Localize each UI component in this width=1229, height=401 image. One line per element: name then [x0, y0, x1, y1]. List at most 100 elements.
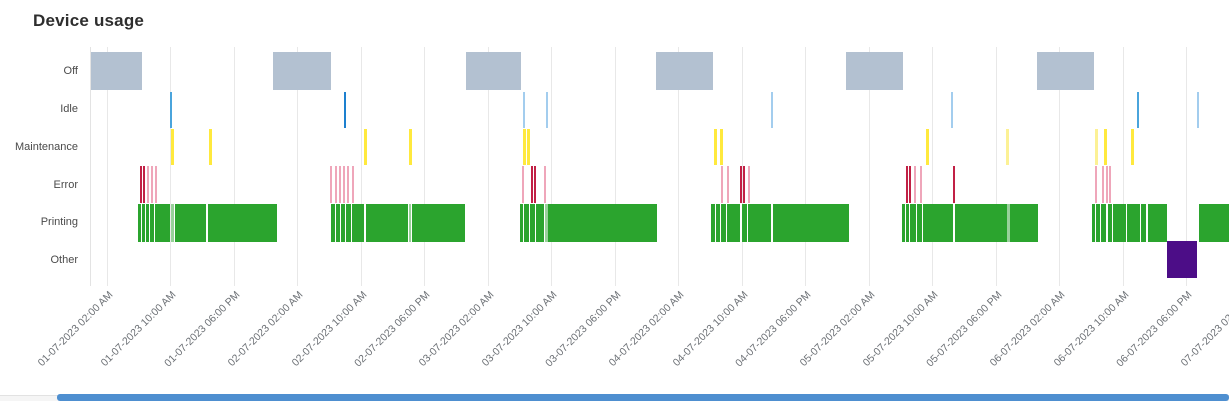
- error-mark[interactable]: [740, 166, 742, 203]
- off-bar[interactable]: [466, 52, 521, 90]
- printing-bar[interactable]: [146, 204, 149, 242]
- printing-bar[interactable]: [917, 204, 922, 242]
- error-mark[interactable]: [1106, 166, 1108, 203]
- maintenance-mark[interactable]: [522, 129, 526, 165]
- error-mark[interactable]: [343, 166, 345, 203]
- maintenance-mark[interactable]: [363, 129, 367, 165]
- printing-bar[interactable]: [524, 204, 529, 242]
- maintenance-mark[interactable]: [408, 129, 412, 165]
- error-mark[interactable]: [534, 166, 536, 203]
- printing-bar[interactable]: [352, 204, 364, 242]
- error-mark[interactable]: [544, 166, 546, 203]
- error-mark[interactable]: [721, 166, 723, 203]
- error-mark[interactable]: [743, 166, 745, 203]
- off-bar[interactable]: [273, 52, 331, 90]
- error-mark[interactable]: [1109, 166, 1111, 203]
- maintenance-mark[interactable]: [1006, 129, 1010, 165]
- printing-bar[interactable]: [346, 204, 351, 242]
- error-mark[interactable]: [1095, 166, 1097, 203]
- error-mark[interactable]: [909, 166, 911, 203]
- error-mark[interactable]: [522, 166, 524, 203]
- printing-bar[interactable]: [409, 204, 411, 242]
- printing-bar[interactable]: [520, 204, 523, 242]
- printing-bar[interactable]: [711, 204, 715, 242]
- maintenance-mark[interactable]: [208, 129, 212, 165]
- printing-bar[interactable]: [716, 204, 720, 242]
- printing-bar[interactable]: [366, 204, 408, 242]
- printing-bar[interactable]: [742, 204, 747, 242]
- error-mark[interactable]: [347, 166, 349, 203]
- error-mark[interactable]: [914, 166, 916, 203]
- printing-bar[interactable]: [906, 204, 909, 242]
- maintenance-mark[interactable]: [526, 129, 530, 165]
- printing-bar[interactable]: [208, 204, 277, 242]
- error-mark[interactable]: [147, 166, 149, 203]
- maintenance-mark[interactable]: [170, 129, 174, 165]
- maintenance-mark[interactable]: [713, 129, 717, 165]
- error-mark[interactable]: [352, 166, 354, 203]
- printing-bar[interactable]: [748, 204, 771, 242]
- maintenance-mark[interactable]: [719, 129, 723, 165]
- printing-bar[interactable]: [1127, 204, 1140, 242]
- off-bar[interactable]: [846, 52, 903, 90]
- printing-bar[interactable]: [1101, 204, 1106, 242]
- error-mark[interactable]: [143, 166, 145, 203]
- error-mark[interactable]: [330, 166, 332, 203]
- printing-bar[interactable]: [1010, 204, 1038, 242]
- printing-bar[interactable]: [721, 204, 726, 242]
- maintenance-mark[interactable]: [1130, 129, 1134, 165]
- error-mark[interactable]: [1102, 166, 1104, 203]
- error-mark[interactable]: [727, 166, 729, 203]
- printing-bar[interactable]: [1092, 204, 1095, 242]
- printing-bar[interactable]: [955, 204, 1007, 242]
- printing-bar[interactable]: [1007, 204, 1010, 242]
- printing-bar[interactable]: [1113, 204, 1126, 242]
- idle-mark[interactable]: [950, 92, 954, 128]
- printing-bar[interactable]: [923, 204, 953, 242]
- maintenance-mark[interactable]: [1094, 129, 1098, 165]
- printing-bar[interactable]: [727, 204, 740, 242]
- printing-bar[interactable]: [412, 204, 465, 242]
- idle-mark[interactable]: [1196, 92, 1200, 128]
- printing-bar[interactable]: [773, 204, 849, 242]
- error-mark[interactable]: [531, 166, 533, 203]
- printing-bar[interactable]: [142, 204, 145, 242]
- idle-mark[interactable]: [343, 92, 347, 128]
- printing-bar[interactable]: [1199, 204, 1229, 242]
- horizontal-scrollbar-thumb[interactable]: [57, 394, 1229, 401]
- error-mark[interactable]: [906, 166, 908, 203]
- off-bar[interactable]: [1037, 52, 1094, 90]
- error-mark[interactable]: [920, 166, 922, 203]
- error-mark[interactable]: [140, 166, 142, 203]
- printing-bar[interactable]: [138, 204, 141, 242]
- printing-bar[interactable]: [331, 204, 335, 242]
- printing-bar[interactable]: [910, 204, 916, 242]
- printing-bar[interactable]: [1108, 204, 1112, 242]
- printing-bar[interactable]: [171, 204, 174, 242]
- error-mark[interactable]: [748, 166, 750, 203]
- printing-bar[interactable]: [341, 204, 345, 242]
- error-mark[interactable]: [151, 166, 153, 203]
- error-mark[interactable]: [155, 166, 157, 203]
- error-mark[interactable]: [335, 166, 337, 203]
- printing-bar[interactable]: [175, 204, 206, 242]
- maintenance-mark[interactable]: [1103, 129, 1107, 165]
- printing-bar[interactable]: [1141, 204, 1146, 242]
- printing-bar[interactable]: [336, 204, 340, 242]
- printing-bar[interactable]: [536, 204, 544, 242]
- printing-bar[interactable]: [155, 204, 170, 242]
- printing-bar[interactable]: [545, 204, 548, 242]
- idle-mark[interactable]: [1136, 92, 1140, 128]
- printing-bar[interactable]: [150, 204, 154, 242]
- other-bar[interactable]: [1167, 241, 1197, 278]
- printing-bar[interactable]: [1096, 204, 1100, 242]
- off-bar[interactable]: [91, 52, 142, 90]
- error-mark[interactable]: [953, 166, 955, 203]
- printing-bar[interactable]: [1148, 204, 1167, 242]
- printing-bar[interactable]: [530, 204, 535, 242]
- idle-mark[interactable]: [169, 92, 173, 128]
- idle-mark[interactable]: [522, 92, 526, 128]
- error-mark[interactable]: [339, 166, 341, 203]
- printing-bar[interactable]: [548, 204, 657, 242]
- maintenance-mark[interactable]: [925, 129, 929, 165]
